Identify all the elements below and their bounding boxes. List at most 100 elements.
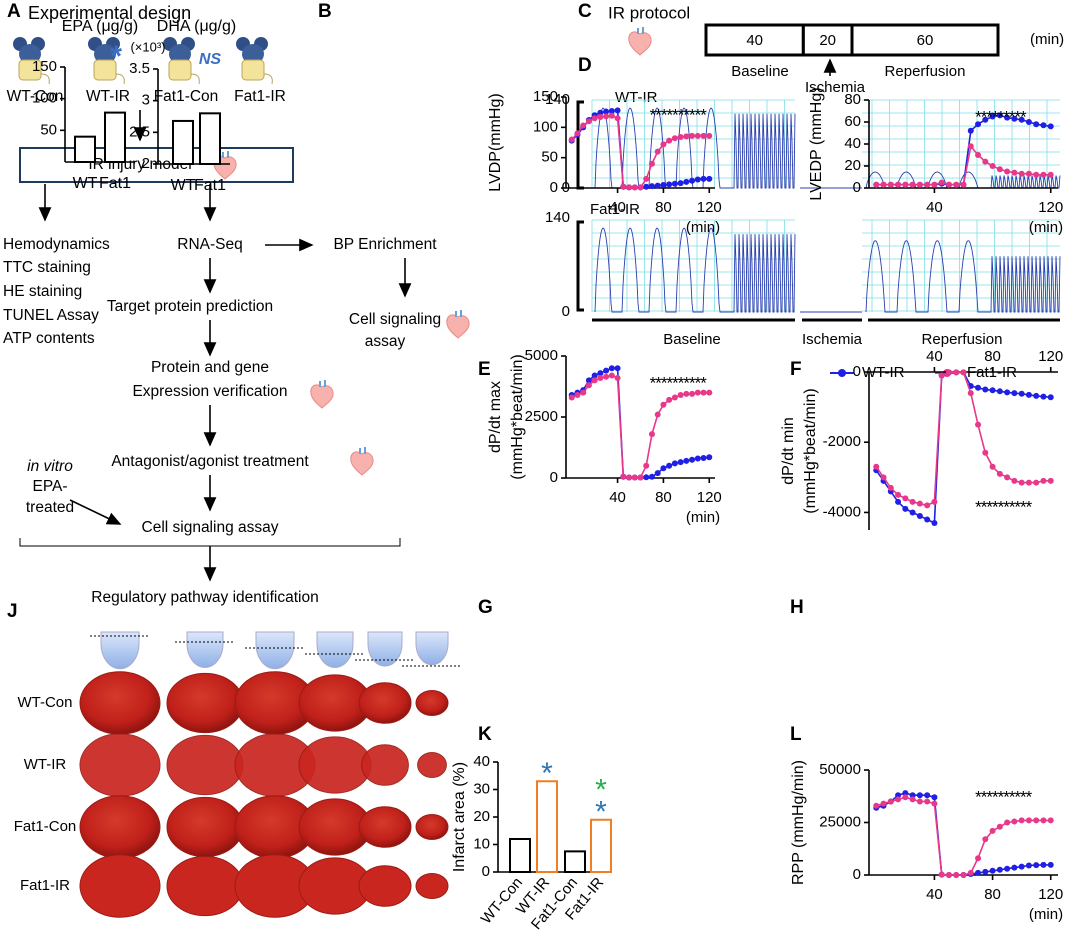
- y-tick-label: -2000: [823, 433, 861, 450]
- data-point: [1047, 394, 1054, 401]
- data-point: [880, 474, 887, 481]
- x-tick-label: 40: [926, 886, 943, 903]
- protocol-segment: [850, 23, 1000, 57]
- data-point: [975, 384, 982, 391]
- heart-section: [79, 671, 161, 735]
- data-point: [996, 823, 1003, 830]
- segment-label: 60: [917, 32, 934, 49]
- x-tick-label: 40: [609, 489, 626, 506]
- data-point: [1004, 865, 1011, 872]
- y-tick-label: 3.5: [129, 60, 150, 77]
- data-point: [975, 855, 982, 862]
- phase: Reperfusion: [922, 331, 1003, 348]
- data-point: [660, 401, 667, 408]
- panel-label: C: [578, 1, 592, 22]
- significance: **********: [975, 787, 1033, 806]
- rna-seq: RNA-Seq: [177, 236, 242, 253]
- y-tick-label: 0: [853, 363, 861, 380]
- data-point: [591, 115, 598, 122]
- data-point: [945, 369, 952, 376]
- data-point: [924, 792, 931, 799]
- data-point: [916, 512, 923, 519]
- panel-label: G: [478, 597, 493, 618]
- y-tick-label: 0: [853, 179, 861, 196]
- chart-title: DHA (μg/g): [157, 18, 236, 35]
- panel-label: L: [790, 724, 802, 745]
- bar: [74, 135, 96, 164]
- y-tick-label: 2: [142, 155, 150, 172]
- significance: **********: [975, 497, 1033, 516]
- data-point: [660, 141, 667, 148]
- assay: ATP contents: [3, 330, 95, 347]
- data-point: [614, 107, 621, 114]
- protocol-segment: [704, 23, 805, 57]
- bar: [590, 818, 612, 873]
- significance: *: [109, 40, 122, 73]
- data-point: [706, 454, 713, 461]
- protocol-unit: (min): [1030, 31, 1064, 48]
- pressure-trace: [594, 227, 1061, 313]
- data-point: [1025, 119, 1032, 125]
- data-point: [887, 798, 894, 805]
- y-tick-label: 80: [844, 91, 861, 108]
- data-point: [924, 181, 931, 188]
- data-point: [873, 463, 880, 470]
- heart-section: [361, 744, 409, 786]
- data-point: [597, 370, 604, 377]
- panel-label: B: [318, 1, 332, 22]
- data-point: [608, 107, 615, 114]
- x-axis-label: (min): [686, 219, 720, 236]
- data-point: [637, 184, 644, 191]
- x-tick-label: 80: [655, 199, 672, 216]
- data-point: [924, 502, 931, 509]
- data-point: [643, 183, 650, 190]
- data-point: [1047, 123, 1054, 130]
- y-tick-label: 20: [844, 157, 861, 174]
- data-point: [931, 498, 938, 505]
- data-point: [1018, 817, 1025, 824]
- segment-label: 20: [819, 32, 836, 49]
- verification: Protein and gene: [151, 359, 269, 376]
- data-point: [603, 367, 610, 374]
- x-tick-label: 120: [1038, 886, 1063, 903]
- heart-section: [358, 682, 412, 724]
- verification: Expression verification: [132, 383, 287, 400]
- data-point: [895, 491, 902, 498]
- data-point: [568, 394, 575, 401]
- data-point: [654, 470, 661, 477]
- y-tick-label: 5000: [525, 347, 558, 364]
- data-point: [1011, 390, 1018, 397]
- y-tick-label: 100: [533, 118, 558, 135]
- panel-label: E: [478, 359, 491, 380]
- in-vitro: in vitro: [27, 458, 73, 475]
- phase: Ischemia: [805, 79, 866, 96]
- data-point: [677, 180, 684, 187]
- group: WT-Con: [7, 88, 64, 105]
- data-point: [1040, 477, 1047, 484]
- data-point: [1040, 122, 1047, 129]
- data-point: [706, 175, 713, 182]
- data-point: [1018, 479, 1025, 486]
- data-point: [603, 113, 610, 120]
- data-point: [666, 137, 673, 144]
- data-point: [1025, 170, 1032, 177]
- data-point: [677, 392, 684, 399]
- data-point: [967, 390, 974, 397]
- data-point: [960, 181, 967, 188]
- x-tick-label: 40: [609, 199, 626, 216]
- data-point: [626, 474, 633, 481]
- heart-section: [166, 734, 244, 796]
- significance: **********: [650, 373, 708, 392]
- data-point: [620, 183, 627, 190]
- heart-section: [79, 795, 161, 859]
- data-point: [1025, 817, 1032, 824]
- data-point: [982, 158, 989, 165]
- y-tick-label: 2.5: [129, 123, 150, 140]
- y-tick-label: 3: [142, 92, 150, 109]
- data-point: [887, 484, 894, 491]
- significance: *********: [975, 107, 1027, 126]
- data-point: [648, 183, 655, 190]
- data-point: [1033, 392, 1040, 399]
- y-tick-label: 10: [473, 835, 490, 852]
- data-point: [671, 180, 678, 187]
